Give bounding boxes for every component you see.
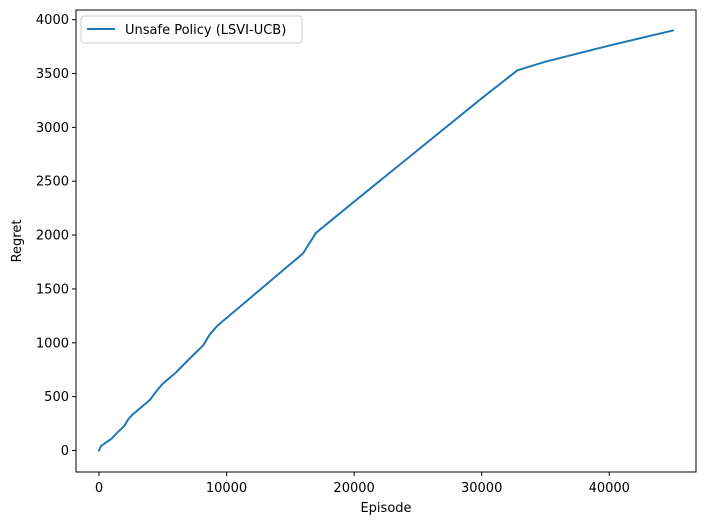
y-tick-label: 2000 — [36, 229, 69, 244]
x-axis-ticks: 0 10000 20000 30000 40000 — [95, 472, 630, 496]
y-tick-label: 1000 — [36, 336, 69, 351]
y-tick-label: 0 — [61, 444, 69, 459]
x-tick-label: 10000 — [206, 481, 247, 496]
x-tick-label: 40000 — [589, 481, 630, 496]
x-tick-label: 0 — [95, 481, 103, 496]
legend-box — [80, 15, 303, 44]
y-axis-label: Regret — [10, 220, 25, 263]
legend-label: Unsafe Policy (LSVI-UCB) — [125, 23, 286, 38]
x-tick-label: 20000 — [333, 481, 374, 496]
y-tick-label: 2500 — [36, 175, 69, 190]
y-axis-ticks: 0 500 1000 1500 2000 2500 3000 3500 4000 — [36, 13, 76, 459]
y-tick-label: 1500 — [36, 282, 69, 297]
y-tick-label: 3500 — [36, 67, 69, 82]
x-tick-label: 30000 — [461, 481, 502, 496]
x-axis-label: Episode — [360, 501, 411, 516]
series-layer — [97, 29, 675, 452]
series-line-0 — [97, 29, 675, 452]
plot-area — [76, 10, 696, 472]
legend: Unsafe Policy (LSVI-UCB) — [80, 15, 303, 44]
y-tick-label: 500 — [44, 390, 69, 405]
y-tick-label: 4000 — [36, 13, 69, 28]
y-tick-label: 3000 — [36, 121, 69, 136]
plot-frame — [75, 9, 697, 473]
